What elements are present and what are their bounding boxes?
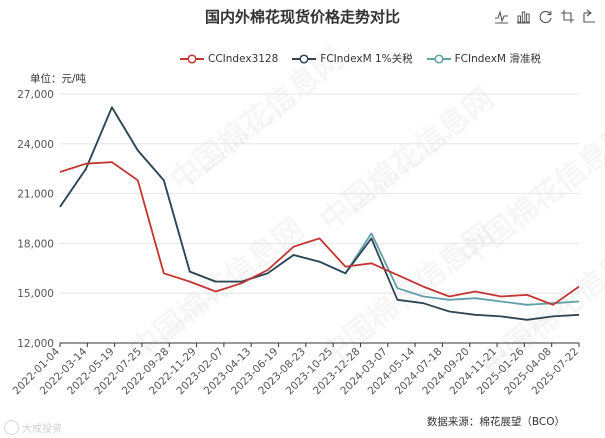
series-line-fcindex-1pct bbox=[59, 106, 580, 321]
legend-item-fcindex-1pct[interactable]: FCIndexM 1%关税 bbox=[292, 51, 413, 66]
legend-marker-fcindex-sliding bbox=[426, 53, 451, 64]
bar-chart-icon[interactable] bbox=[516, 9, 531, 24]
line-chart-icon[interactable] bbox=[494, 9, 509, 24]
y-axis-unit-label: 单位：元/吨 bbox=[30, 73, 87, 85]
y-tick-label: 18,000 bbox=[17, 238, 54, 250]
y-tick-label: 15,000 bbox=[17, 288, 54, 300]
corner-logo-text: 大成投资 bbox=[22, 424, 62, 435]
legend-marker-fcindex-1pct bbox=[292, 53, 317, 64]
logo-icon bbox=[4, 420, 19, 435]
y-tick-label: 21,000 bbox=[17, 189, 54, 201]
legend-label-ccindex: CCIndex3128 bbox=[208, 52, 279, 65]
legend-label-fcindex-sliding: FCIndexM 滑准税 bbox=[454, 53, 541, 65]
zoom-reset-icon[interactable] bbox=[582, 9, 597, 24]
series-line-ccindex bbox=[59, 161, 580, 306]
chart-title: 国内外棉花现货价格走势对比 bbox=[204, 8, 400, 26]
chart-toolbox bbox=[494, 9, 597, 24]
y-tick-label: 27,000 bbox=[17, 89, 54, 101]
y-tick-label: 24,000 bbox=[17, 139, 54, 151]
chart-legend: CCIndex3128 FCIndexM 1%关税 FCIndexM 滑准税 bbox=[180, 51, 541, 66]
series-line-fcindex-sliding bbox=[59, 106, 580, 306]
refresh-icon[interactable] bbox=[538, 9, 553, 24]
data-source-label: 数据来源：棉花展望（BCO） bbox=[426, 416, 565, 428]
area-zoom-icon[interactable] bbox=[560, 9, 575, 24]
corner-logo: 大成投资 bbox=[4, 420, 62, 435]
legend-item-ccindex[interactable]: CCIndex3128 bbox=[180, 51, 278, 66]
y-tick-label: 12,000 bbox=[17, 338, 54, 350]
legend-item-fcindex-sliding[interactable]: FCIndexM 滑准税 bbox=[426, 51, 541, 66]
legend-label-fcindex-1pct: FCIndexM 1%关税 bbox=[320, 53, 413, 65]
legend-marker-ccindex bbox=[180, 53, 204, 64]
